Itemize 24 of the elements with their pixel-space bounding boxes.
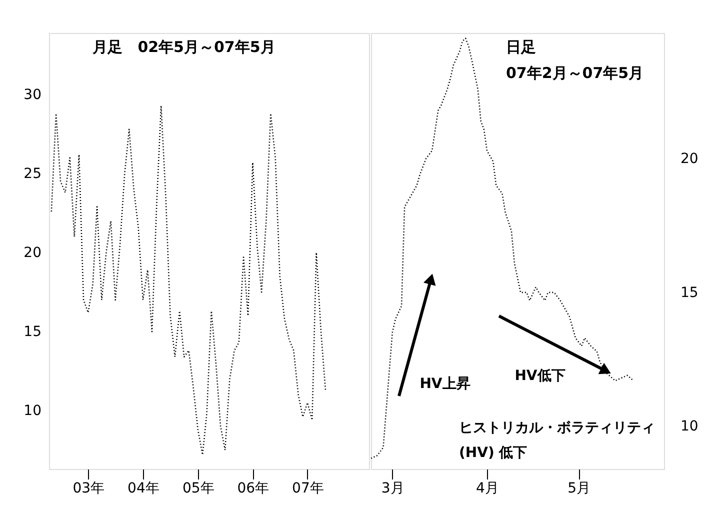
line-series xyxy=(50,105,326,456)
chart-title: 月足 02年5月～07年5月 xyxy=(92,38,276,56)
x-tick-label: 3月 xyxy=(381,480,404,496)
text: 07年2月～07年5月 xyxy=(506,64,644,82)
y-tick-label: 10 xyxy=(680,418,698,435)
annotation: HV上昇 xyxy=(420,376,470,392)
y-tick-label: 30 xyxy=(24,87,42,104)
x-tick-label: 07年 xyxy=(292,480,324,496)
y-tick-label: 15 xyxy=(680,284,698,301)
y-tick-label: 20 xyxy=(680,151,698,168)
x-tick-label: 06年 xyxy=(237,480,270,496)
y-tick-label: 25 xyxy=(24,166,42,182)
x-tick-label: 5月 xyxy=(568,480,591,496)
x-tick-label: 4月 xyxy=(476,480,499,496)
y-tick-label: 15 xyxy=(24,324,42,340)
y-tick-label: 20 xyxy=(24,245,42,262)
x-tick-label: 03年 xyxy=(72,480,105,496)
x-tick-label: 05年 xyxy=(182,480,214,496)
annotation: HV低下 xyxy=(514,368,566,384)
annotation: ヒストリカル・ボラティリティ xyxy=(459,420,655,436)
annotation: (HV) 低下 xyxy=(459,445,528,461)
chart-title: 日足 xyxy=(506,38,536,56)
x-tick-label: 04年 xyxy=(128,480,160,496)
y-tick-label: 10 xyxy=(24,403,42,420)
